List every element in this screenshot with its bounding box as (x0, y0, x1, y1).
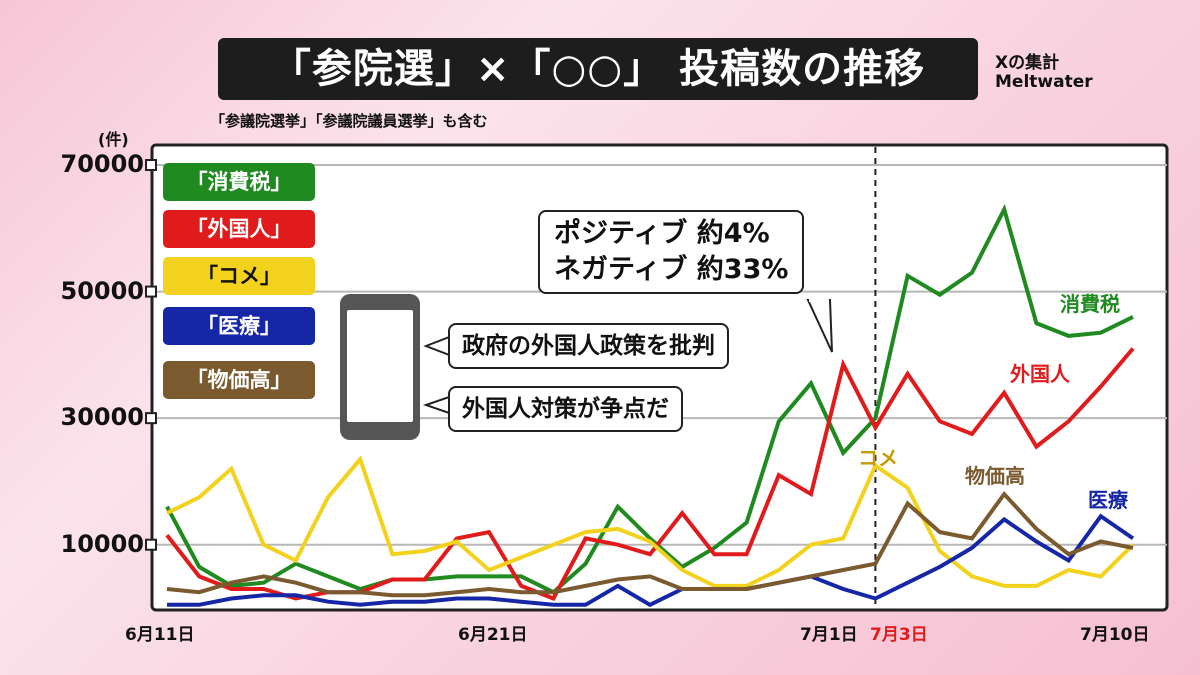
chart-title: 「参院選」×「○○」 投稿数の推移 (218, 38, 978, 100)
series-line-3 (167, 513, 1135, 608)
legend-medical: 「医療」 (163, 307, 315, 345)
series-line-2 (166, 455, 1135, 588)
y-tick-mark-70000 (145, 159, 157, 171)
y-tick-30000: 30000 (60, 403, 145, 431)
x-tick-jul3: 7月3日 (870, 625, 928, 645)
smartphone-icon (340, 294, 420, 440)
source-line-1: Xの集計 (995, 53, 1060, 73)
series-label-rice: コメ (858, 446, 898, 470)
legend-consumption-tax: 「消費税」 (163, 163, 315, 201)
legend-rice: 「コメ」 (163, 257, 315, 295)
x-tick-jul10: 7月10日 (1080, 625, 1150, 645)
y-tick-50000: 50000 (60, 277, 145, 305)
y-tick-mark-10000 (145, 538, 157, 551)
post-callout-2: 外国人対策が争点だ (448, 386, 683, 432)
y-tick-mark-30000 (145, 412, 157, 425)
y-tick-70000: 70000 (60, 150, 145, 178)
series-label-consumption-tax: 消費税 (1060, 292, 1120, 316)
series-line-4 (166, 490, 1134, 598)
y-tick-10000: 10000 (60, 530, 145, 558)
legend-foreigners: 「外国人」 (163, 210, 315, 248)
legend-prices: 「物価高」 (163, 361, 315, 399)
sentiment-callout: ポジティブ 約4% ネガティブ 約33% (538, 210, 805, 294)
source-line-2: Meltwater (995, 72, 1093, 92)
series-lines (165, 203, 1135, 608)
plot-frame (150, 143, 1169, 612)
source-note: Xの集計 Meltwater (995, 54, 1093, 92)
x-tick-jul1: 7月1日 (800, 625, 858, 645)
y-unit-label: (件) (98, 130, 129, 149)
x-tick-jun11: 6月11日 (125, 625, 195, 645)
x-tick-jun21: 6月21日 (458, 625, 528, 645)
sentiment-positive: ポジティブ 約4% (554, 218, 770, 249)
series-label-prices: 物価高 (965, 464, 1025, 488)
post-callout-1: 政府の外国人政策を批判 (448, 323, 729, 369)
y-tick-mark-50000 (145, 285, 157, 298)
series-label-medical: 医療 (1088, 488, 1128, 512)
series-line-0 (165, 203, 1134, 595)
series-label-foreigners: 外国人 (1010, 362, 1070, 386)
search-note: 「参議院選挙」「参議院議員選挙」も含む (210, 112, 488, 130)
sentiment-negative: ネガティブ 約33% (554, 254, 789, 285)
